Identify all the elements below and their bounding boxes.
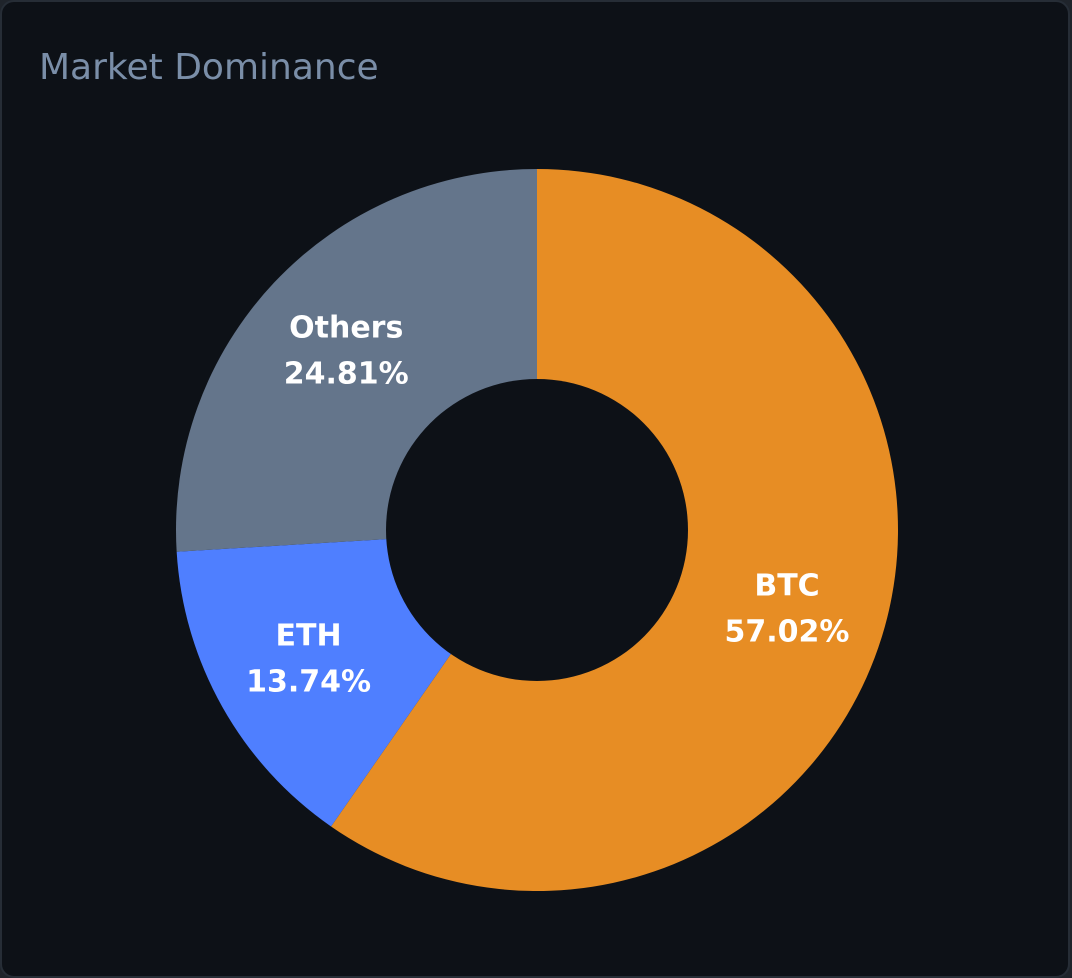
slice-label-eth-value: 13.74% bbox=[246, 664, 371, 699]
slice-label-eth-name: ETH bbox=[276, 618, 342, 653]
card-title: Market Dominance bbox=[39, 47, 379, 88]
slice-label-btc-name: BTC bbox=[754, 568, 819, 603]
donut-hole bbox=[386, 379, 688, 681]
donut-labels: BTC 57.02% ETH 13.74% Others 24.81% bbox=[246, 310, 849, 699]
slice-label-others-name: Others bbox=[289, 310, 403, 345]
slice-label-others-value: 24.81% bbox=[284, 356, 409, 391]
slice-label-btc-value: 57.02% bbox=[725, 614, 850, 649]
